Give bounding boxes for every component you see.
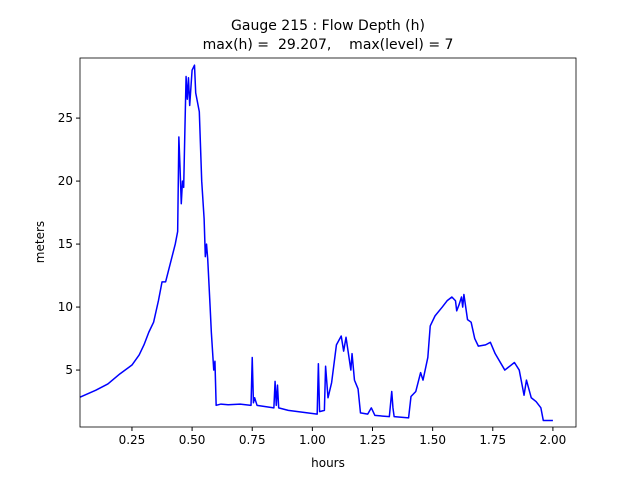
y-tick-label: 10 [58,300,73,314]
x-tick-label: 1.00 [299,433,326,447]
x-axis-label: hours [311,456,345,470]
y-tick-label: 20 [58,174,73,188]
x-tick-label: 0.75 [239,433,266,447]
y-tick-label: 15 [58,237,73,251]
y-tick-label: 5 [65,363,73,377]
chart-title: Gauge 215 : Flow Depth (h) [231,18,425,34]
x-tick-label: 1.75 [479,433,506,447]
plot-frame [79,57,577,428]
x-tick-label: 1.25 [359,433,386,447]
y-tick-label: 25 [58,111,73,125]
x-tick-label: 0.50 [179,433,206,447]
x-tick-label: 1.50 [419,433,446,447]
y-axis-label: meters [33,221,47,263]
data-line [79,64,553,422]
x-tick-label: 0.25 [119,433,146,447]
chart-subtitle: max(h) = 29.207, max(level) = 7 [203,37,454,53]
x-tick-label: 2.00 [540,433,567,447]
